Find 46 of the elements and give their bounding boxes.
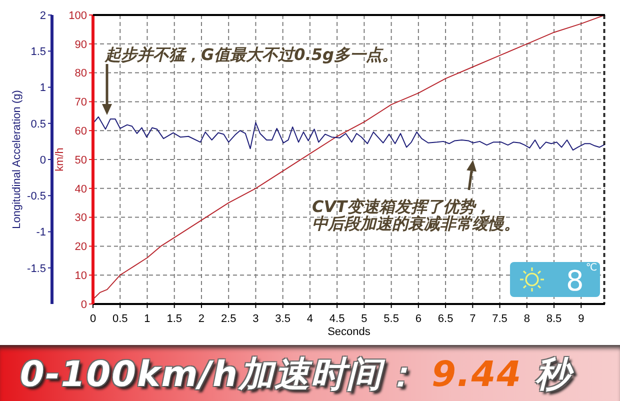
y2-tick-label: -1.5 <box>27 262 46 275</box>
x-tick-label: 3.5 <box>275 312 290 325</box>
y-axis-title: km/h <box>54 148 66 172</box>
x-tick-label: 7.5 <box>492 312 508 325</box>
y2-tick-label: 1.5 <box>30 46 46 58</box>
x-tick-label: 2 <box>198 312 205 325</box>
x-tick-label: 6 <box>415 312 422 325</box>
x-tick-label: 1 <box>144 312 150 325</box>
y-tick-label: 90 <box>74 38 87 51</box>
x-tick-label: 8.5 <box>546 312 562 325</box>
line-series <box>93 116 605 151</box>
x-tick-label: 7 <box>470 312 476 325</box>
x-tick-label: 2.5 <box>220 312 236 325</box>
y-tick-label: 50 <box>74 154 87 166</box>
y-tick-label: 70 <box>74 96 87 109</box>
y-tick-label: 40 <box>74 183 87 196</box>
x-tick-label: 5.5 <box>384 312 399 325</box>
text: 0-100km/h加速时间： 9.44 秒 <box>20 354 572 394</box>
y-tick-label: 80 <box>74 68 87 80</box>
y2-tick-label: 2 <box>40 10 46 22</box>
x-axis-title: Seconds <box>328 326 371 338</box>
y-tick-label: 20 <box>74 241 87 254</box>
x-tick-label: 9 <box>578 312 584 325</box>
x-tick-label: 6.5 <box>438 312 454 325</box>
x-tick-label: 0 <box>90 312 96 325</box>
y2-axis-title: Longitudinal Acceleration (g) <box>11 90 23 229</box>
y2-tick-label: 1 <box>40 82 46 94</box>
annotation: CVT变速箱发挥了优势，中后段加速的衰减非常缓慢。 <box>312 196 520 232</box>
x-tick-label: 0.5 <box>112 312 128 325</box>
y-tick-label: 30 <box>74 212 87 224</box>
y2-tick-label: -0.5 <box>27 190 46 203</box>
y-tick-label: 10 <box>74 270 87 282</box>
x-tick-label: 1.5 <box>166 312 182 325</box>
y2-tick-label: -1 <box>36 226 46 239</box>
y2-tick-label: 0 <box>40 154 46 166</box>
annotation: 8$^{℃}$ <box>566 262 598 297</box>
y-tick-label: 100 <box>68 10 87 22</box>
x-tick-label: 3 <box>252 312 259 325</box>
y-tick-label: 0 <box>80 298 87 311</box>
x-tick-label: 8 <box>524 312 530 325</box>
x-tick-label: 4 <box>306 312 314 325</box>
x-tick-label: 5 <box>361 312 368 325</box>
y-tick-label: 60 <box>74 126 87 138</box>
annotation: 起步并不猛，G值最大不过0.5g多一点。 <box>104 44 398 64</box>
x-tick-label: 4.5 <box>329 312 345 325</box>
y2-tick-label: 0.5 <box>30 118 46 130</box>
